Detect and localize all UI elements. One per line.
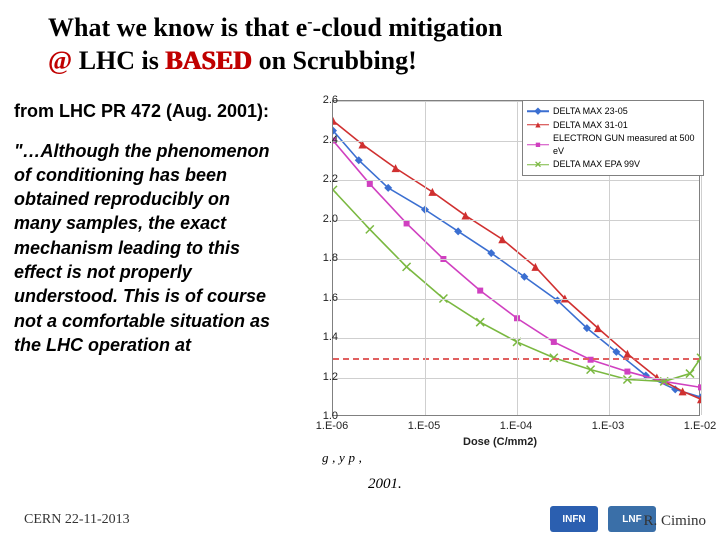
legend-label: DELTA MAX EPA 99V: [553, 158, 640, 171]
reference-line: [333, 358, 699, 360]
slide: What we know is that e--cloud mitigation…: [0, 0, 720, 540]
x-tick: 1.E-05: [408, 420, 440, 432]
y-tick: 2.4: [310, 134, 338, 146]
legend-item: ✕DELTA MAX EPA 99V: [527, 158, 699, 171]
title-prefix: What we know is that e: [48, 13, 307, 42]
title-mid: -cloud mitigation: [313, 13, 503, 42]
logo-infn: INFN: [550, 506, 598, 532]
x-tick: 1.E-02: [684, 420, 716, 432]
legend-item: ▲DELTA MAX 31-01: [527, 119, 699, 132]
page-title: What we know is that e--cloud mitigation…: [0, 12, 720, 77]
y-tick: 1.2: [310, 371, 338, 383]
footer-date: CERN 22-11-2013: [24, 512, 130, 528]
footer-author: R. Cimino: [643, 513, 706, 530]
title-after-at: LHC is: [72, 46, 165, 75]
title-at: @: [48, 46, 72, 75]
chart-legend: ◆DELTA MAX 23-05▲DELTA MAX 31-01■ELECTRO…: [522, 100, 704, 176]
caption-fragment: g , y p ,: [322, 450, 362, 466]
legend-item: ◆DELTA MAX 23-05: [527, 105, 699, 118]
y-tick: 2.6: [310, 94, 338, 106]
x-tick: 1.E-06: [316, 420, 348, 432]
x-tick: 1.E-04: [500, 420, 532, 432]
y-tick: 1.8: [310, 252, 338, 264]
affiliation-logos: INFN LNF: [550, 506, 656, 532]
x-tick: 1.E-03: [592, 420, 624, 432]
left-column: from LHC PR 472 (Aug. 2001): "…Although …: [14, 100, 282, 357]
legend-label: DELTA MAX 31-01: [553, 119, 628, 132]
y-tick: 2.2: [310, 173, 338, 185]
y-tick: 2.0: [310, 213, 338, 225]
quote-body: "…Although the phenomenon of conditionin…: [14, 139, 282, 358]
x-axis-label: Dose (C/mm2): [290, 436, 710, 448]
sey-dose-chart: ◆DELTA MAX 23-05▲DELTA MAX 31-01■ELECTRO…: [290, 94, 710, 454]
y-tick: 1.6: [310, 292, 338, 304]
source-reference: from LHC PR 472 (Aug. 2001):: [14, 100, 282, 123]
y-tick: 1.4: [310, 331, 338, 343]
title-based: BASED: [165, 46, 252, 75]
legend-label: ELECTRON GUN measured at 500 eV: [553, 132, 699, 157]
legend-item: ■ELECTRON GUN measured at 500 eV: [527, 132, 699, 157]
legend-label: DELTA MAX 23-05: [553, 105, 628, 118]
title-suffix: on Scrubbing!: [252, 46, 417, 75]
caption-year: 2001.: [368, 476, 402, 493]
